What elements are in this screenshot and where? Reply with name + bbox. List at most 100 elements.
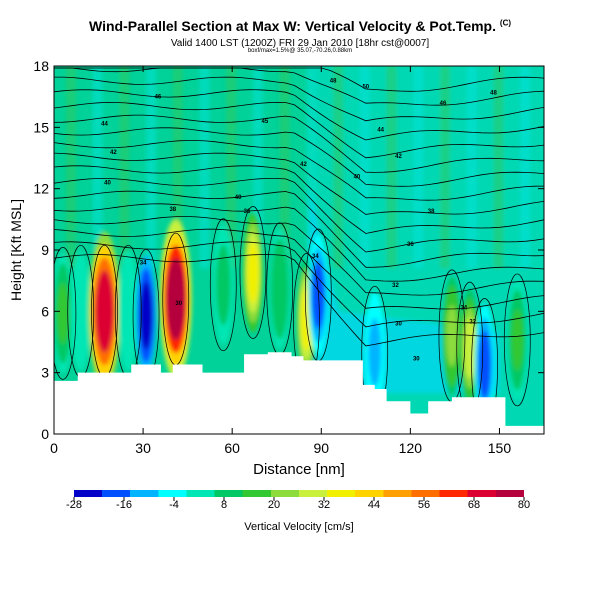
x-axis-label: Distance [nm] bbox=[253, 461, 345, 478]
isentrope-label: 40 bbox=[235, 195, 242, 201]
field-stripe bbox=[199, 66, 210, 269]
colorbar bbox=[74, 490, 524, 497]
updraft-cell bbox=[247, 241, 259, 304]
colorbar-tick-label: 80 bbox=[518, 499, 530, 511]
isentrope-line bbox=[54, 241, 544, 328]
isentrope-lines bbox=[54, 67, 544, 431]
isentrope-label: 44 bbox=[377, 127, 384, 133]
colorbar-ticks: -28 -16 -4 8 20 32 44 56 68 80 bbox=[66, 497, 530, 511]
updraft-cell bbox=[217, 254, 230, 316]
field-stripe bbox=[65, 66, 76, 269]
chart-subtitle: Valid 1400 LST (1200Z) FRI 29 Jan 2010 [… bbox=[170, 38, 430, 49]
x-tick-label: 30 bbox=[135, 440, 151, 456]
isentrope-line bbox=[54, 165, 544, 234]
field-stripe bbox=[413, 66, 424, 269]
x-tick-label: 150 bbox=[488, 440, 512, 456]
chart-title: Wind-Parallel Section at Max W: Vertical… bbox=[88, 18, 512, 34]
y-tick-label: 18 bbox=[33, 58, 49, 74]
isentrope-label: 48 bbox=[330, 78, 337, 84]
isentrope-line bbox=[54, 190, 544, 268]
isentrope-label: 38 bbox=[428, 209, 435, 215]
isentrope-label: 36 bbox=[244, 209, 251, 215]
isentrope-label: 42 bbox=[300, 162, 307, 168]
isentrope-line bbox=[54, 114, 544, 173]
isentrope-label: 50 bbox=[362, 84, 369, 90]
updraft-cell bbox=[273, 258, 286, 320]
colorbar-tick-label: 20 bbox=[268, 499, 280, 511]
field-stripe bbox=[493, 66, 504, 269]
colorbar-tick-label: -4 bbox=[169, 499, 179, 511]
y-tick-label: 0 bbox=[41, 426, 49, 442]
updraft-cell bbox=[463, 317, 476, 379]
colorbar-tick-label: 8 bbox=[221, 499, 227, 511]
isentrope-line bbox=[54, 89, 544, 141]
field-stripe bbox=[119, 66, 130, 269]
field-stripe bbox=[333, 66, 344, 269]
isentrope-label: 30 bbox=[175, 301, 182, 307]
updraft-cell bbox=[511, 309, 524, 371]
isentrope-line bbox=[54, 228, 544, 310]
field-stripe bbox=[466, 66, 477, 269]
updraft-cell bbox=[446, 305, 458, 367]
x-tick-label: 0 bbox=[50, 440, 58, 456]
w-zero-contour bbox=[54, 247, 77, 380]
updraft-cell bbox=[95, 270, 114, 353]
colorbar-tick-label: 32 bbox=[318, 499, 330, 511]
isentrope-label: 36 bbox=[407, 242, 414, 248]
updraft-cell bbox=[478, 330, 491, 399]
colorbar-tick-label: -28 bbox=[66, 499, 82, 511]
updraft-cell bbox=[139, 281, 153, 350]
field-stripe bbox=[306, 66, 317, 269]
isentrope-labels: 30 30 30 32 32 34 34 34 36 36 38 38 40 40 40 42 42 42 44 44… bbox=[101, 78, 497, 362]
w-zero-contour bbox=[503, 273, 531, 407]
y-tick-label: 15 bbox=[33, 119, 49, 135]
isentrope-line bbox=[54, 76, 544, 122]
isentrope-label: 44 bbox=[101, 121, 108, 127]
y-tick-label: 12 bbox=[33, 181, 49, 197]
isentrope-label: 34 bbox=[460, 305, 467, 311]
isentrope-label: 38 bbox=[169, 207, 176, 213]
field-stripe bbox=[440, 66, 451, 269]
field-stripe bbox=[279, 66, 290, 269]
isentrope-label: 34 bbox=[140, 260, 147, 266]
y-tick-label: 3 bbox=[41, 365, 49, 381]
updraft-cell bbox=[122, 280, 135, 343]
isentrope-label: 45 bbox=[262, 119, 269, 125]
y-tick-label: 9 bbox=[41, 242, 49, 258]
isentrope-line bbox=[54, 140, 544, 201]
isentrope-label: 42 bbox=[395, 154, 402, 160]
x-tick-label: 120 bbox=[399, 440, 423, 456]
field-stripe bbox=[226, 66, 237, 269]
updraft-cell bbox=[166, 258, 186, 341]
isentrope-label: 46 bbox=[440, 101, 447, 107]
isentrope-line bbox=[54, 101, 544, 159]
x-axis: 0 30 60 90 120 150 bbox=[50, 66, 511, 456]
isentrope-label: 32 bbox=[469, 320, 476, 326]
isentrope-label: 40 bbox=[354, 174, 361, 180]
field-stripe bbox=[172, 66, 183, 269]
isentrope-line bbox=[54, 152, 544, 215]
title-mark: (C) bbox=[499, 18, 512, 28]
isentrope-line bbox=[54, 216, 544, 296]
isentrope-line bbox=[54, 67, 544, 106]
isentrope-label: 48 bbox=[490, 91, 497, 97]
x-tick-label: 90 bbox=[313, 440, 329, 456]
isentrope-line bbox=[54, 67, 544, 92]
field-stripe bbox=[386, 66, 397, 269]
field-stripe bbox=[252, 66, 263, 269]
x-tick-label: 60 bbox=[224, 440, 240, 456]
isentrope-label: 34 bbox=[312, 254, 319, 260]
terrain-mask bbox=[54, 352, 544, 434]
colorbar-tick-label: 44 bbox=[368, 499, 380, 511]
colorbar-tick-label: -16 bbox=[116, 499, 132, 511]
colorbar-tick-label: 56 bbox=[418, 499, 430, 511]
updraft-cell bbox=[57, 282, 69, 345]
w-zero-contour bbox=[209, 218, 237, 352]
colorbar-label: Vertical Velocity [cm/s] bbox=[244, 521, 353, 533]
colorbar-tick-label: 68 bbox=[468, 499, 480, 511]
isentrope-label: 40 bbox=[104, 181, 111, 187]
chart-subtitle-secondary: boxf/max=1.5%@ 35.07,-70.26,0.88km bbox=[247, 48, 353, 54]
isentrope-line bbox=[54, 127, 544, 187]
isentrope-line bbox=[54, 178, 544, 253]
